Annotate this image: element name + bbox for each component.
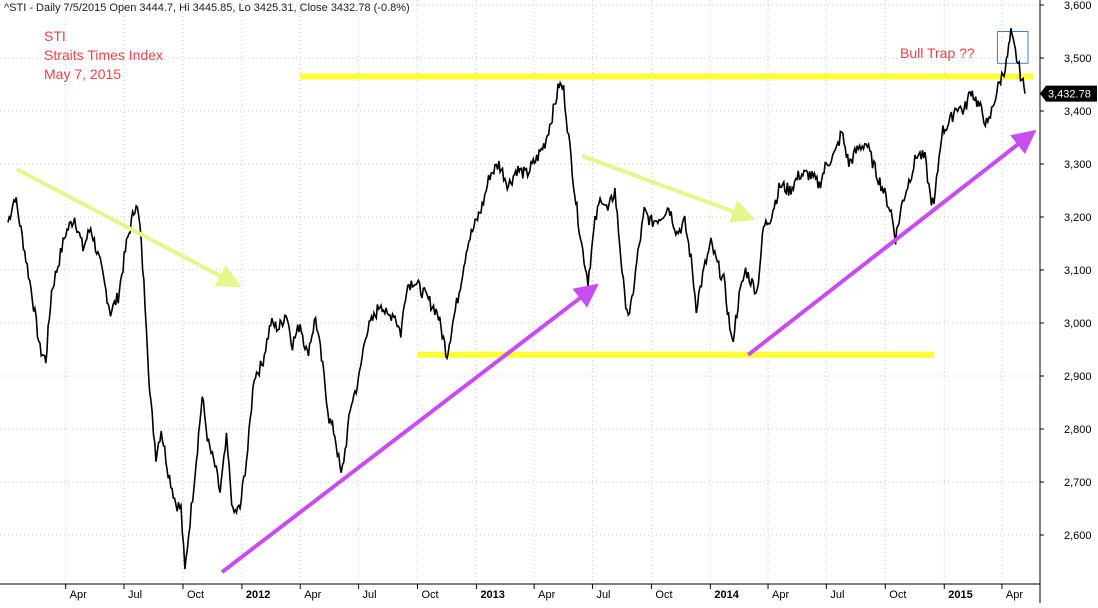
x-tick-label: Oct [655,589,672,601]
grid [0,0,1040,584]
x-tick-label: Apr [772,589,789,601]
x-tick-label: Jul [128,589,142,601]
x-tick-label: 2012 [246,589,270,601]
x-tick-label: Jul [596,589,610,601]
x-tick-label: Oct [889,589,906,601]
plot-background [0,0,1040,603]
trend-arrow [746,129,1037,357]
x-tick-label: Oct [421,589,438,601]
price-series [7,28,1026,570]
x-tick-label: Apr [70,589,87,601]
y-tick-label: 3,200 [1064,212,1092,224]
bull-trap-box [996,31,1029,64]
last-price-label: 3,432.78 [1048,89,1091,101]
x-tick-label: Apr [538,589,555,601]
date-label: May 7, 2015 [44,66,122,82]
trend-arrow [581,154,756,223]
date-axis: Apr Jul Oct 2012 Apr Jul Oct 2013 Apr Jul Oct 2014 A… [0,583,1040,601]
y-tick-label: 2,800 [1064,424,1092,436]
y-tick-label: 2,700 [1064,477,1092,489]
price-line [7,28,1026,570]
x-tick-label: Jul [363,589,377,601]
last-price-tag [1040,85,1097,102]
y-tick-label: 2,600 [1064,530,1092,542]
x-tick-label: Apr [1006,589,1023,601]
chart-header: ^STI - Daily 7/5/2015 Open 3444.7, Hi 34… [4,2,410,14]
trend-arrows [16,129,1037,574]
x-tick-label: 2014 [714,589,739,601]
y-tick-label: 3,600 [1064,0,1092,12]
x-tick-label: 2013 [480,589,504,601]
trend-arrow [220,283,599,574]
index-name-label: Straits Times Index [44,47,164,63]
last-price-marker: 3,432.78 [1040,85,1097,102]
y-tick-label: 3,000 [1064,318,1092,330]
x-tick-label: Apr [304,589,321,601]
bull-trap-label: Bull Trap ?? [900,45,975,61]
y-tick-label: 3,500 [1064,53,1092,65]
x-tick-label: Jul [830,589,844,601]
y-tick-label: 2,900 [1064,371,1092,383]
trend-arrow [16,167,242,287]
y-tick-label: 3,100 [1064,265,1092,277]
x-tick-label: Oct [187,589,204,601]
y-tick-label: 3,300 [1064,159,1092,171]
x-tick-label: 2015 [948,589,972,601]
price-axis: 2,600 2,700 2,800 2,900 3,000 3,100 3,200 3,300… [1039,0,1097,603]
y-tick-label: 3,400 [1064,106,1092,118]
symbol-label: STI [44,28,66,44]
